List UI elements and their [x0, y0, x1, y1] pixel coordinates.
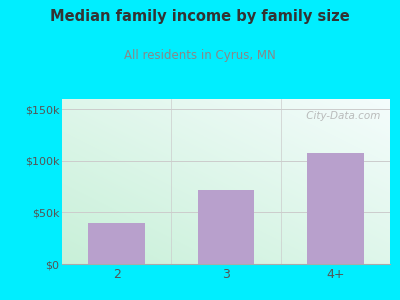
Text: Median family income by family size: Median family income by family size [50, 9, 350, 24]
Bar [307, 153, 364, 264]
Text: City-Data.com: City-Data.com [303, 110, 380, 121]
Bar [198, 190, 254, 264]
Text: All residents in Cyrus, MN: All residents in Cyrus, MN [124, 50, 276, 62]
Bar [88, 223, 145, 264]
